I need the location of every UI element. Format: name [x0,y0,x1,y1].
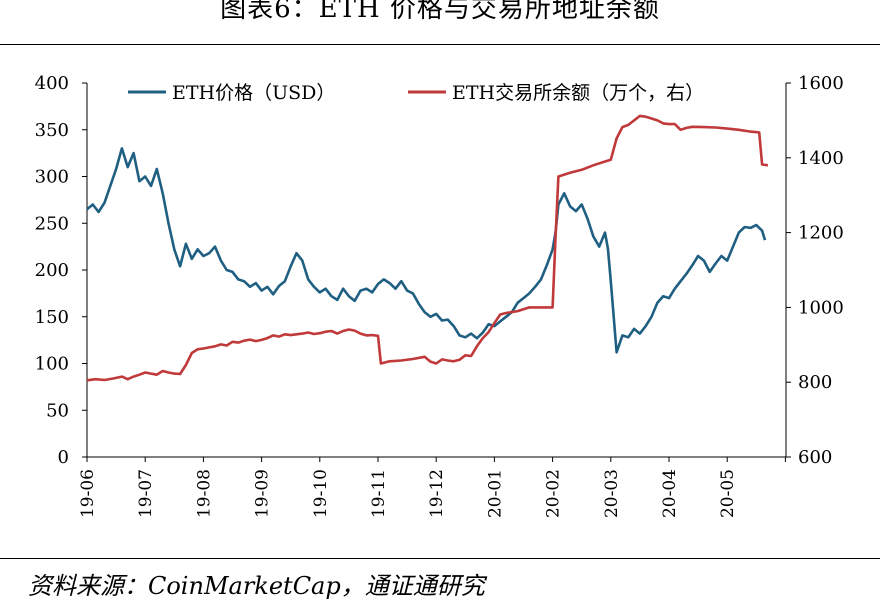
x-tick-label: 20-04 [660,469,680,518]
y-left-tick-label: 250 [35,213,69,234]
x-tick-label: 20-01 [485,469,505,518]
y-left-tick-label: 100 [35,354,69,375]
source-note: 资料来源：CoinMarketCap，通证通研究 [28,572,485,600]
x-tick-label: 20-03 [602,469,622,518]
y-right-tick-label: 1400 [798,148,844,169]
top-rule [0,44,880,45]
x-tick-label: 19-08 [194,469,214,518]
balance-series-line [86,114,769,382]
x-tick-label: 19-07 [136,469,156,518]
x-tick-label: 20-05 [718,469,738,518]
x-tick-label: 19-10 [311,469,331,518]
axes-layer: 0 50 100 150 200 250 300 350 400 600 800 1000 1200 14… [35,73,844,518]
chart: 0 50 100 150 200 250 300 350 400 600 800 1000 1200 14… [35,73,844,518]
y-left-tick-label: 50 [46,400,69,421]
legend-balance-label: ETH交易所余额（万个，右） [452,82,704,104]
y-left-tick-label: 350 [35,120,69,141]
x-tick-label: 19-06 [78,469,98,518]
bottom-rule [0,558,880,559]
y-left-tick-label: 0 [58,447,69,468]
series-layer [86,114,769,382]
price-series-line [86,147,767,354]
x-tick-label: 20-02 [544,469,564,518]
legend: ETH价格（USD） ETH交易所余额（万个，右） [128,82,704,104]
y-right-tick-label: 1000 [798,297,844,318]
y-left-tick-label: 400 [35,73,69,94]
legend-price-label: ETH价格（USD） [172,82,335,104]
y-right-tick-label: 1200 [798,223,844,244]
y-left-tick-label: 300 [35,167,69,188]
x-tick-label: 19-11 [369,469,389,518]
y-left-tick-label: 150 [35,307,69,328]
y-right-tick-label: 1600 [798,73,844,94]
x-tick-label: 19-09 [253,469,273,518]
y-right-tick-label: 600 [798,447,832,468]
x-tick-label: 19-12 [427,469,447,518]
y-right-tick-label: 800 [798,372,832,393]
page-title: 图表6：ETH 价格与交易所地址余额 [220,0,660,24]
y-left-tick-label: 200 [35,260,69,281]
